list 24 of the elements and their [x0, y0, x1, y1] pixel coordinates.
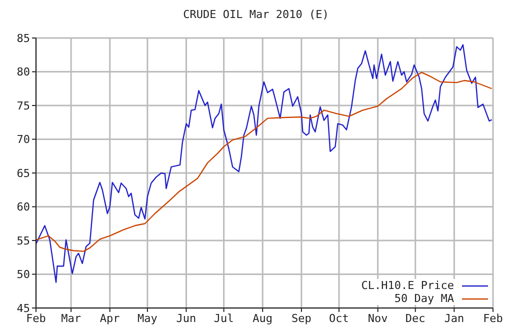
- x-tick-label: Jun: [176, 312, 196, 325]
- x-tick-label: Aug: [252, 312, 273, 325]
- y-tick-label: 65: [16, 166, 30, 180]
- x-tick-label: Mar: [61, 312, 82, 325]
- x-tick-label: Nov: [368, 312, 388, 325]
- y-tick-label: 70: [16, 133, 30, 146]
- x-tick-label: Sep: [292, 312, 312, 325]
- x-tick-label: Jan: [444, 312, 464, 325]
- y-tick-label: 50: [16, 268, 30, 282]
- x-tick-label: Oct: [329, 312, 349, 325]
- legend-label: 50 Day MA: [394, 292, 454, 305]
- y-tick-label: 80: [16, 66, 30, 79]
- x-tick-label: May: [137, 312, 158, 325]
- y-tick-label: 75: [16, 99, 30, 112]
- legend-label: CL.H10.E Price: [361, 279, 454, 292]
- x-tick-label: Jul: [214, 312, 234, 325]
- y-tick-label: 60: [16, 200, 30, 214]
- x-tick-label: Dec: [405, 312, 426, 325]
- x-tick-label: Feb: [483, 312, 503, 325]
- chart-title: CRUDE OIL Mar 2010 (E): [182, 8, 330, 21]
- x-tick-label: Apr: [100, 312, 120, 325]
- y-tick-label: 85: [16, 32, 30, 45]
- y-tick-label: 55: [16, 234, 30, 248]
- line-series: [36, 72, 492, 252]
